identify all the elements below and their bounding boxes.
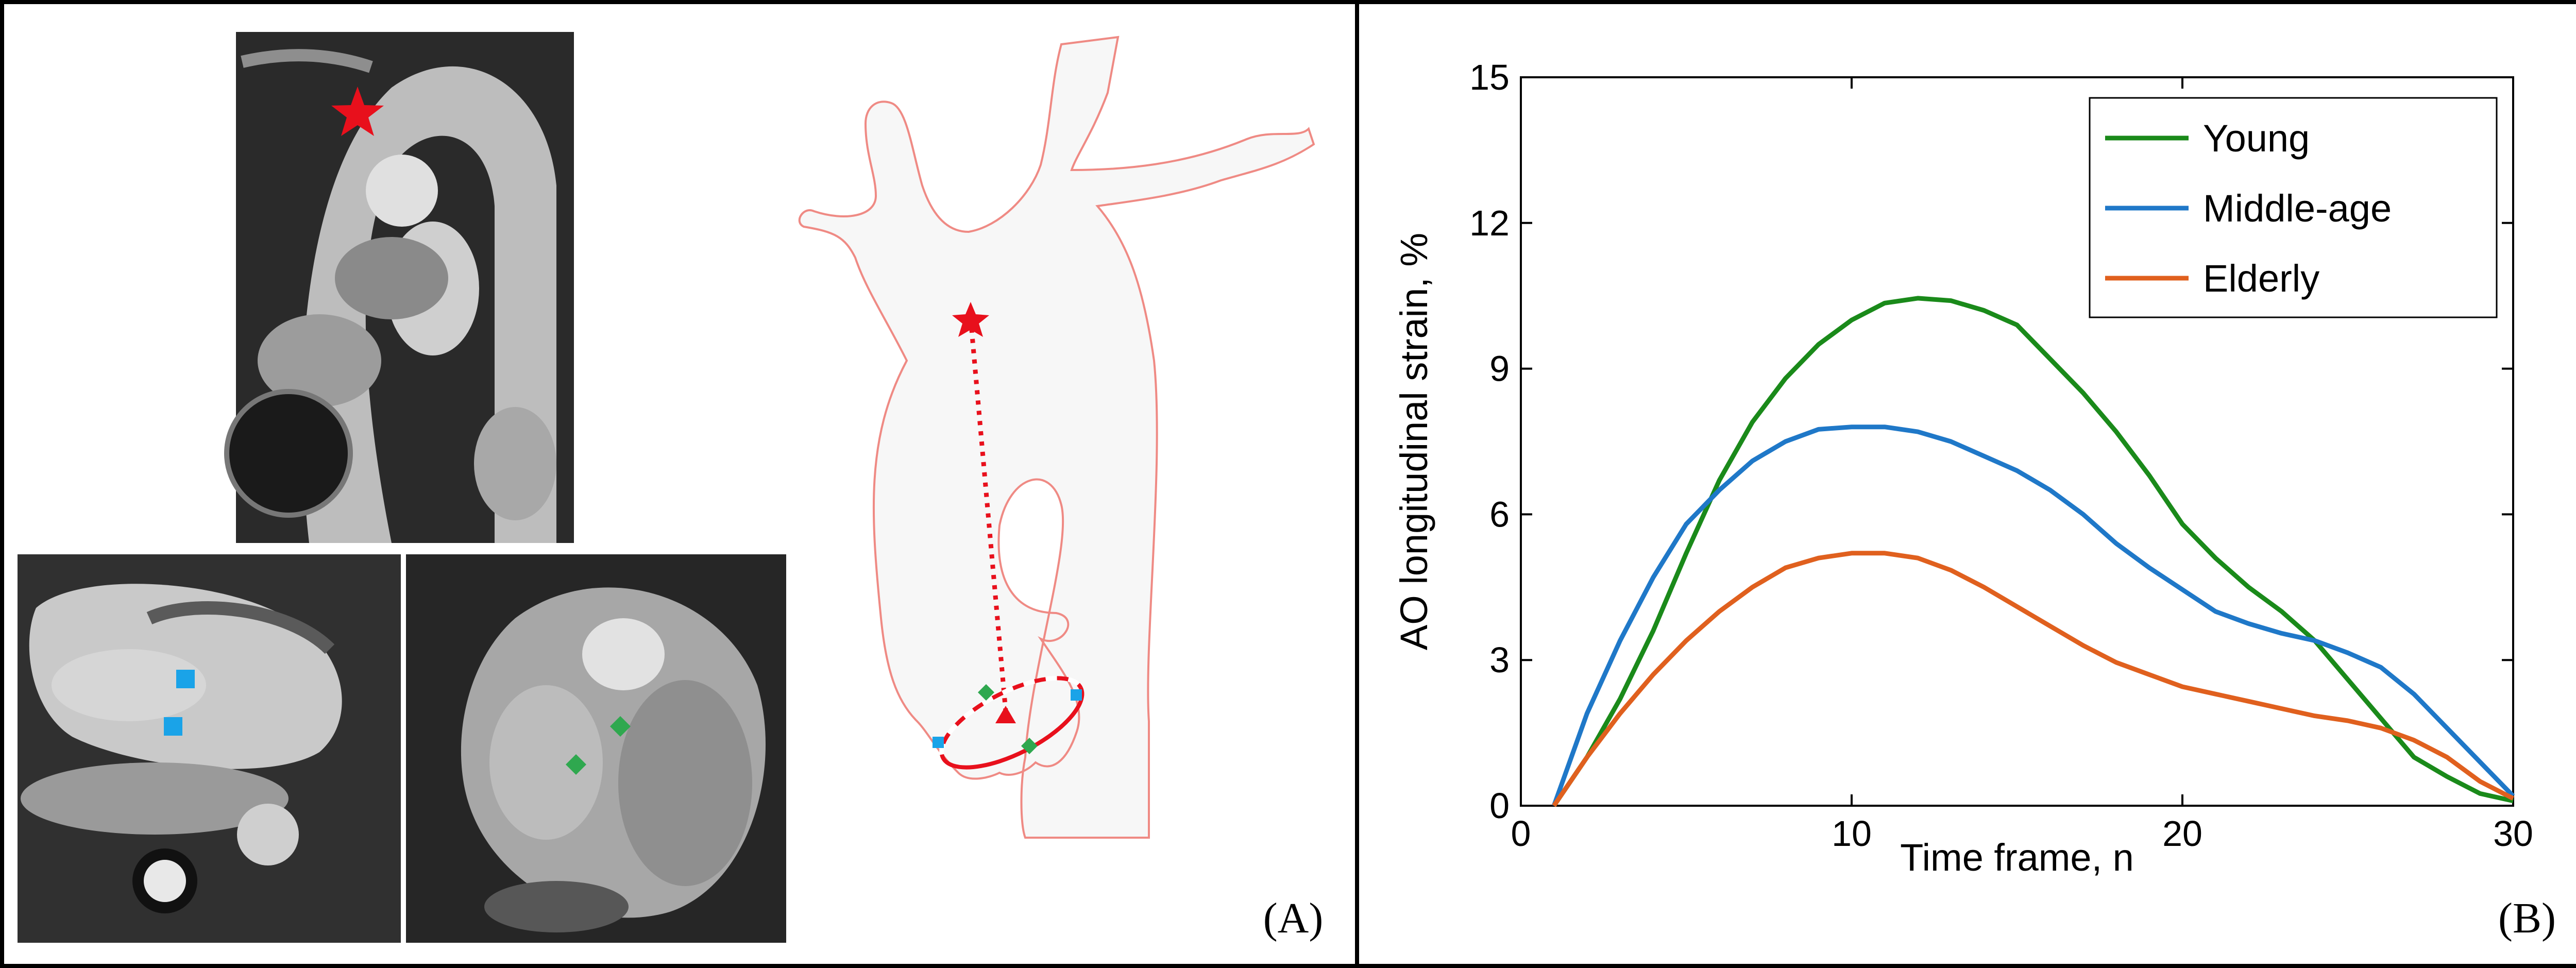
panel-a-label: (A): [1263, 894, 1324, 942]
y-tick-label: 0: [1489, 786, 1510, 826]
strain-line-chart: 0 10 20 30 0 3 6 9 12 15 AO longitudinal strain, …: [1355, 0, 2576, 968]
blue-square-marker: [1071, 689, 1082, 701]
plot-area: [1520, 76, 2514, 807]
y-tick-label: 6: [1489, 494, 1510, 534]
mri-lvot-view: [406, 554, 786, 943]
blue-square-marker: [933, 737, 944, 748]
red-star-icon: [952, 302, 989, 337]
series-line-middle-age: [1551, 424, 2515, 807]
green-diamond-marker: [610, 716, 631, 737]
legend: Young Middle-age Elderly: [2089, 97, 2498, 318]
green-diamond-marker: [978, 684, 994, 701]
red-triangle-marker: [995, 706, 1016, 723]
mri-long-axis-view: [18, 554, 401, 943]
panel-a-svg: (A): [0, 0, 1361, 968]
y-axis-label: AO longitudinal strain, %: [1393, 233, 1435, 650]
blue-square-marker: [164, 717, 182, 736]
panel-b: 0 10 20 30 0 3 6 9 12 15 AO longitudinal strain, …: [1355, 0, 2576, 968]
panel-a: (A): [0, 0, 1361, 968]
y-tick-label: 3: [1489, 640, 1510, 680]
x-tick-label: 10: [1832, 813, 1872, 854]
panel-b-label: (B): [2498, 894, 2556, 942]
aorta-outline-drawing: [798, 36, 1315, 839]
x-tick-label: 20: [2162, 813, 2202, 854]
legend-label: Young: [2203, 117, 2310, 160]
legend-label: Middle-age: [2203, 187, 2392, 230]
x-tick-label: 0: [1511, 813, 1531, 854]
series-line-elderly: [1552, 551, 2515, 807]
blue-square-marker: [176, 670, 195, 688]
green-diamond-marker: [1021, 738, 1038, 754]
red-star-icon: [331, 87, 384, 136]
green-diamond-marker: [566, 754, 586, 775]
mri-candy-cane-view: [224, 32, 574, 543]
y-tick-label: 12: [1469, 203, 1510, 243]
y-tick-label: 15: [1469, 57, 1510, 97]
x-axis-label: Time frame, n: [1900, 836, 2134, 879]
x-tick-label: 30: [2493, 813, 2533, 854]
legend-label: Elderly: [2203, 257, 2319, 300]
y-tick-label: 9: [1489, 349, 1510, 389]
